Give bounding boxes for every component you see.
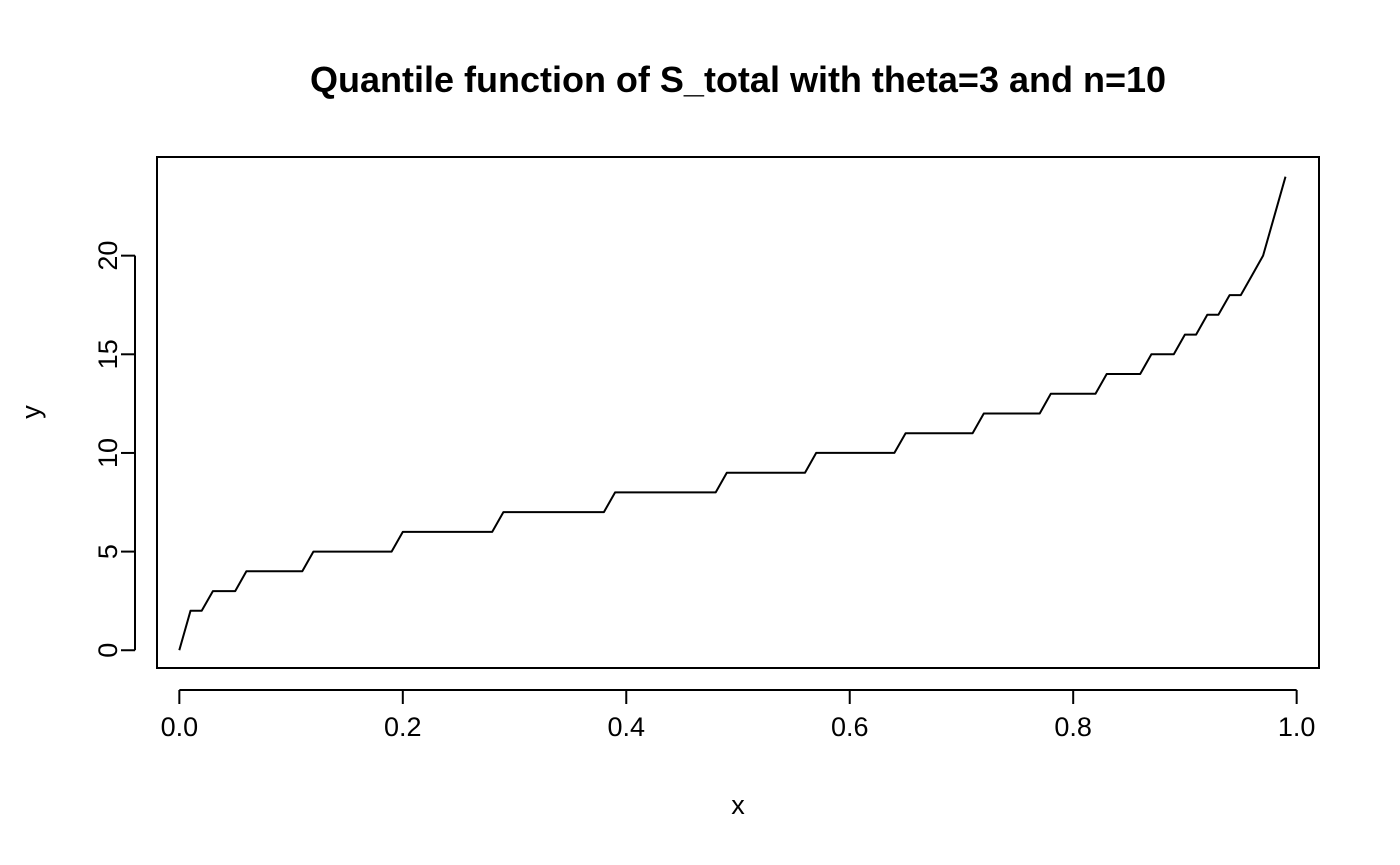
x-tick-label: 0.8 bbox=[1054, 712, 1092, 742]
x-tick-label: 0.6 bbox=[831, 712, 869, 742]
y-tick-label: 15 bbox=[93, 339, 123, 369]
series-line bbox=[178, 176, 1287, 651]
x-tick-label: 0.2 bbox=[384, 712, 422, 742]
y-axis-label: y bbox=[16, 405, 46, 419]
x-tick-label: 1.0 bbox=[1278, 712, 1316, 742]
y-tick-label: 0 bbox=[93, 643, 123, 658]
y-axis: 0 5 10 15 20 bbox=[93, 241, 136, 658]
x-axis: 0.0 0.2 0.4 0.6 0.8 1.0 bbox=[161, 689, 1316, 742]
x-tick-label: 0.4 bbox=[607, 712, 645, 742]
chart-title: Quantile function of S_total with theta=… bbox=[310, 59, 1166, 100]
x-axis-label: x bbox=[731, 790, 745, 820]
x-tick-label: 0.0 bbox=[161, 712, 199, 742]
y-tick-label: 5 bbox=[93, 544, 123, 559]
plot-frame bbox=[156, 156, 1320, 669]
series-layer bbox=[178, 176, 1287, 651]
y-tick-label: 20 bbox=[93, 241, 123, 271]
y-tick-label: 10 bbox=[93, 438, 123, 468]
